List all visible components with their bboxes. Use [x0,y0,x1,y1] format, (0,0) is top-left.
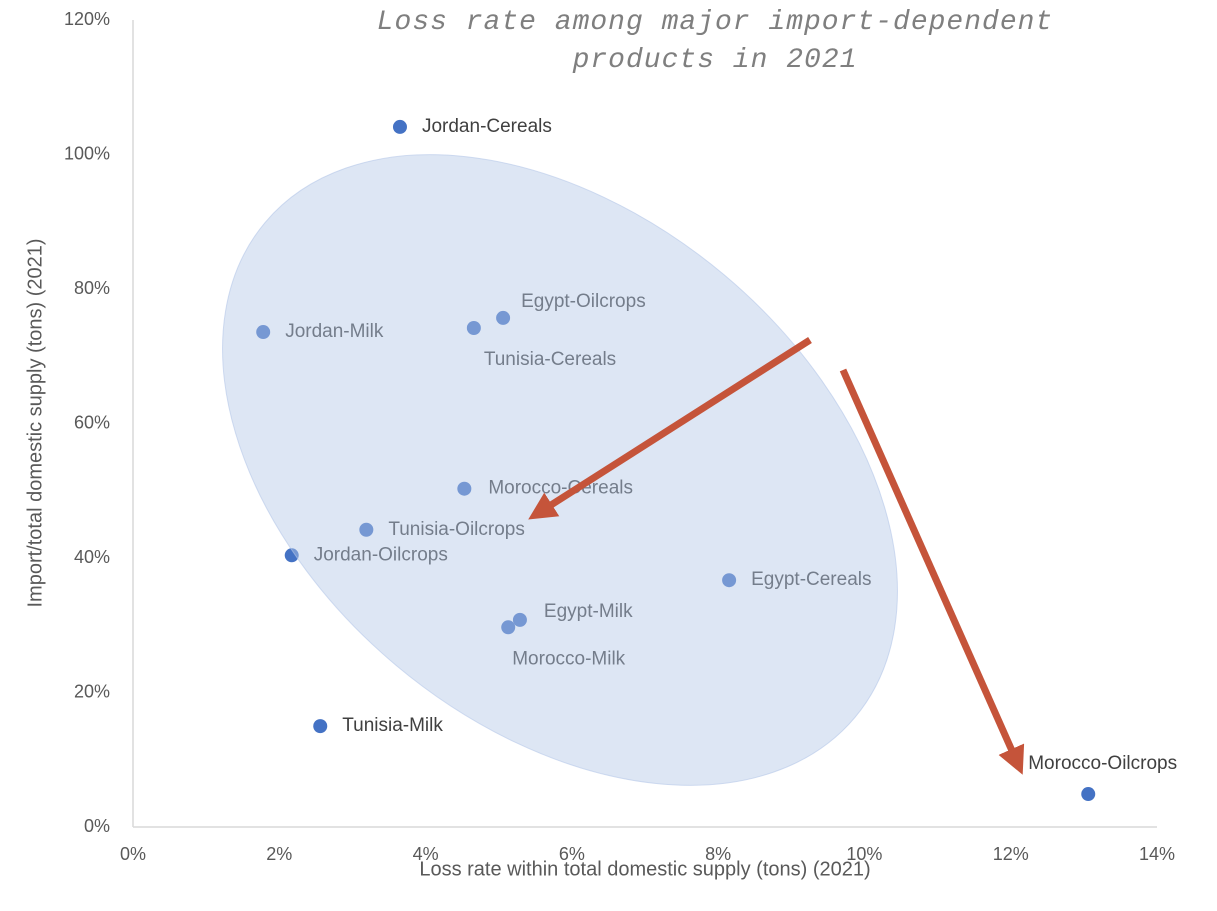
y-tick-label: 40% [74,547,110,567]
data-point [313,719,328,734]
point-label: Tunisia-Cereals [484,349,616,370]
data-point [359,522,374,537]
y-tick-label: 80% [74,278,110,298]
x-tick-label: 2% [266,844,292,864]
x-axis-title: Loss rate within total domestic supply (… [419,858,870,880]
data-point [1081,787,1096,802]
data-point [501,620,516,635]
data-point [466,321,481,336]
x-tick-label: 12% [993,844,1029,864]
data-point [496,310,511,325]
data-point [392,119,407,134]
highlight-ellipse [222,154,898,786]
x-tick-label: 8% [705,844,731,864]
point-label: Egypt-Cereals [751,569,871,590]
y-axis-title: Import/total domestic supply (tons) (202… [24,238,46,607]
point-label: Egypt-Milk [544,601,633,622]
data-point [284,548,299,563]
data-point [722,573,737,588]
chart-title: Loss rate among major import-dependent p… [376,7,1054,76]
y-tick-label: 100% [64,143,110,163]
x-tick-label: 10% [846,844,882,864]
x-tick-label: 14% [1139,844,1175,864]
arrow [839,368,1025,775]
arrow [528,337,812,520]
point-label: Jordan-Cereals [422,116,552,137]
y-tick-label: 20% [74,681,110,701]
data-point [256,325,271,340]
point-label: Jordan-Milk [285,321,384,342]
data-point [457,481,472,496]
point-label: Jordan-Oilcrops [314,544,448,565]
y-tick-label: 60% [74,412,110,432]
x-tick-label: 6% [559,844,585,864]
y-tick-label: 120% [64,9,110,29]
point-label: Morocco-Milk [512,648,625,669]
x-tick-label: 0% [120,844,146,864]
x-tick-label: 4% [413,844,439,864]
point-label: Egypt-Oilcrops [521,291,646,312]
point-label: Morocco-Cereals [488,478,633,499]
point-label: Morocco-Oilcrops [1028,753,1177,774]
data-point [512,612,527,627]
y-tick-label: 0% [84,816,110,836]
point-label: Tunisia-Milk [342,715,443,736]
point-label: Tunisia-Oilcrops [388,519,525,540]
